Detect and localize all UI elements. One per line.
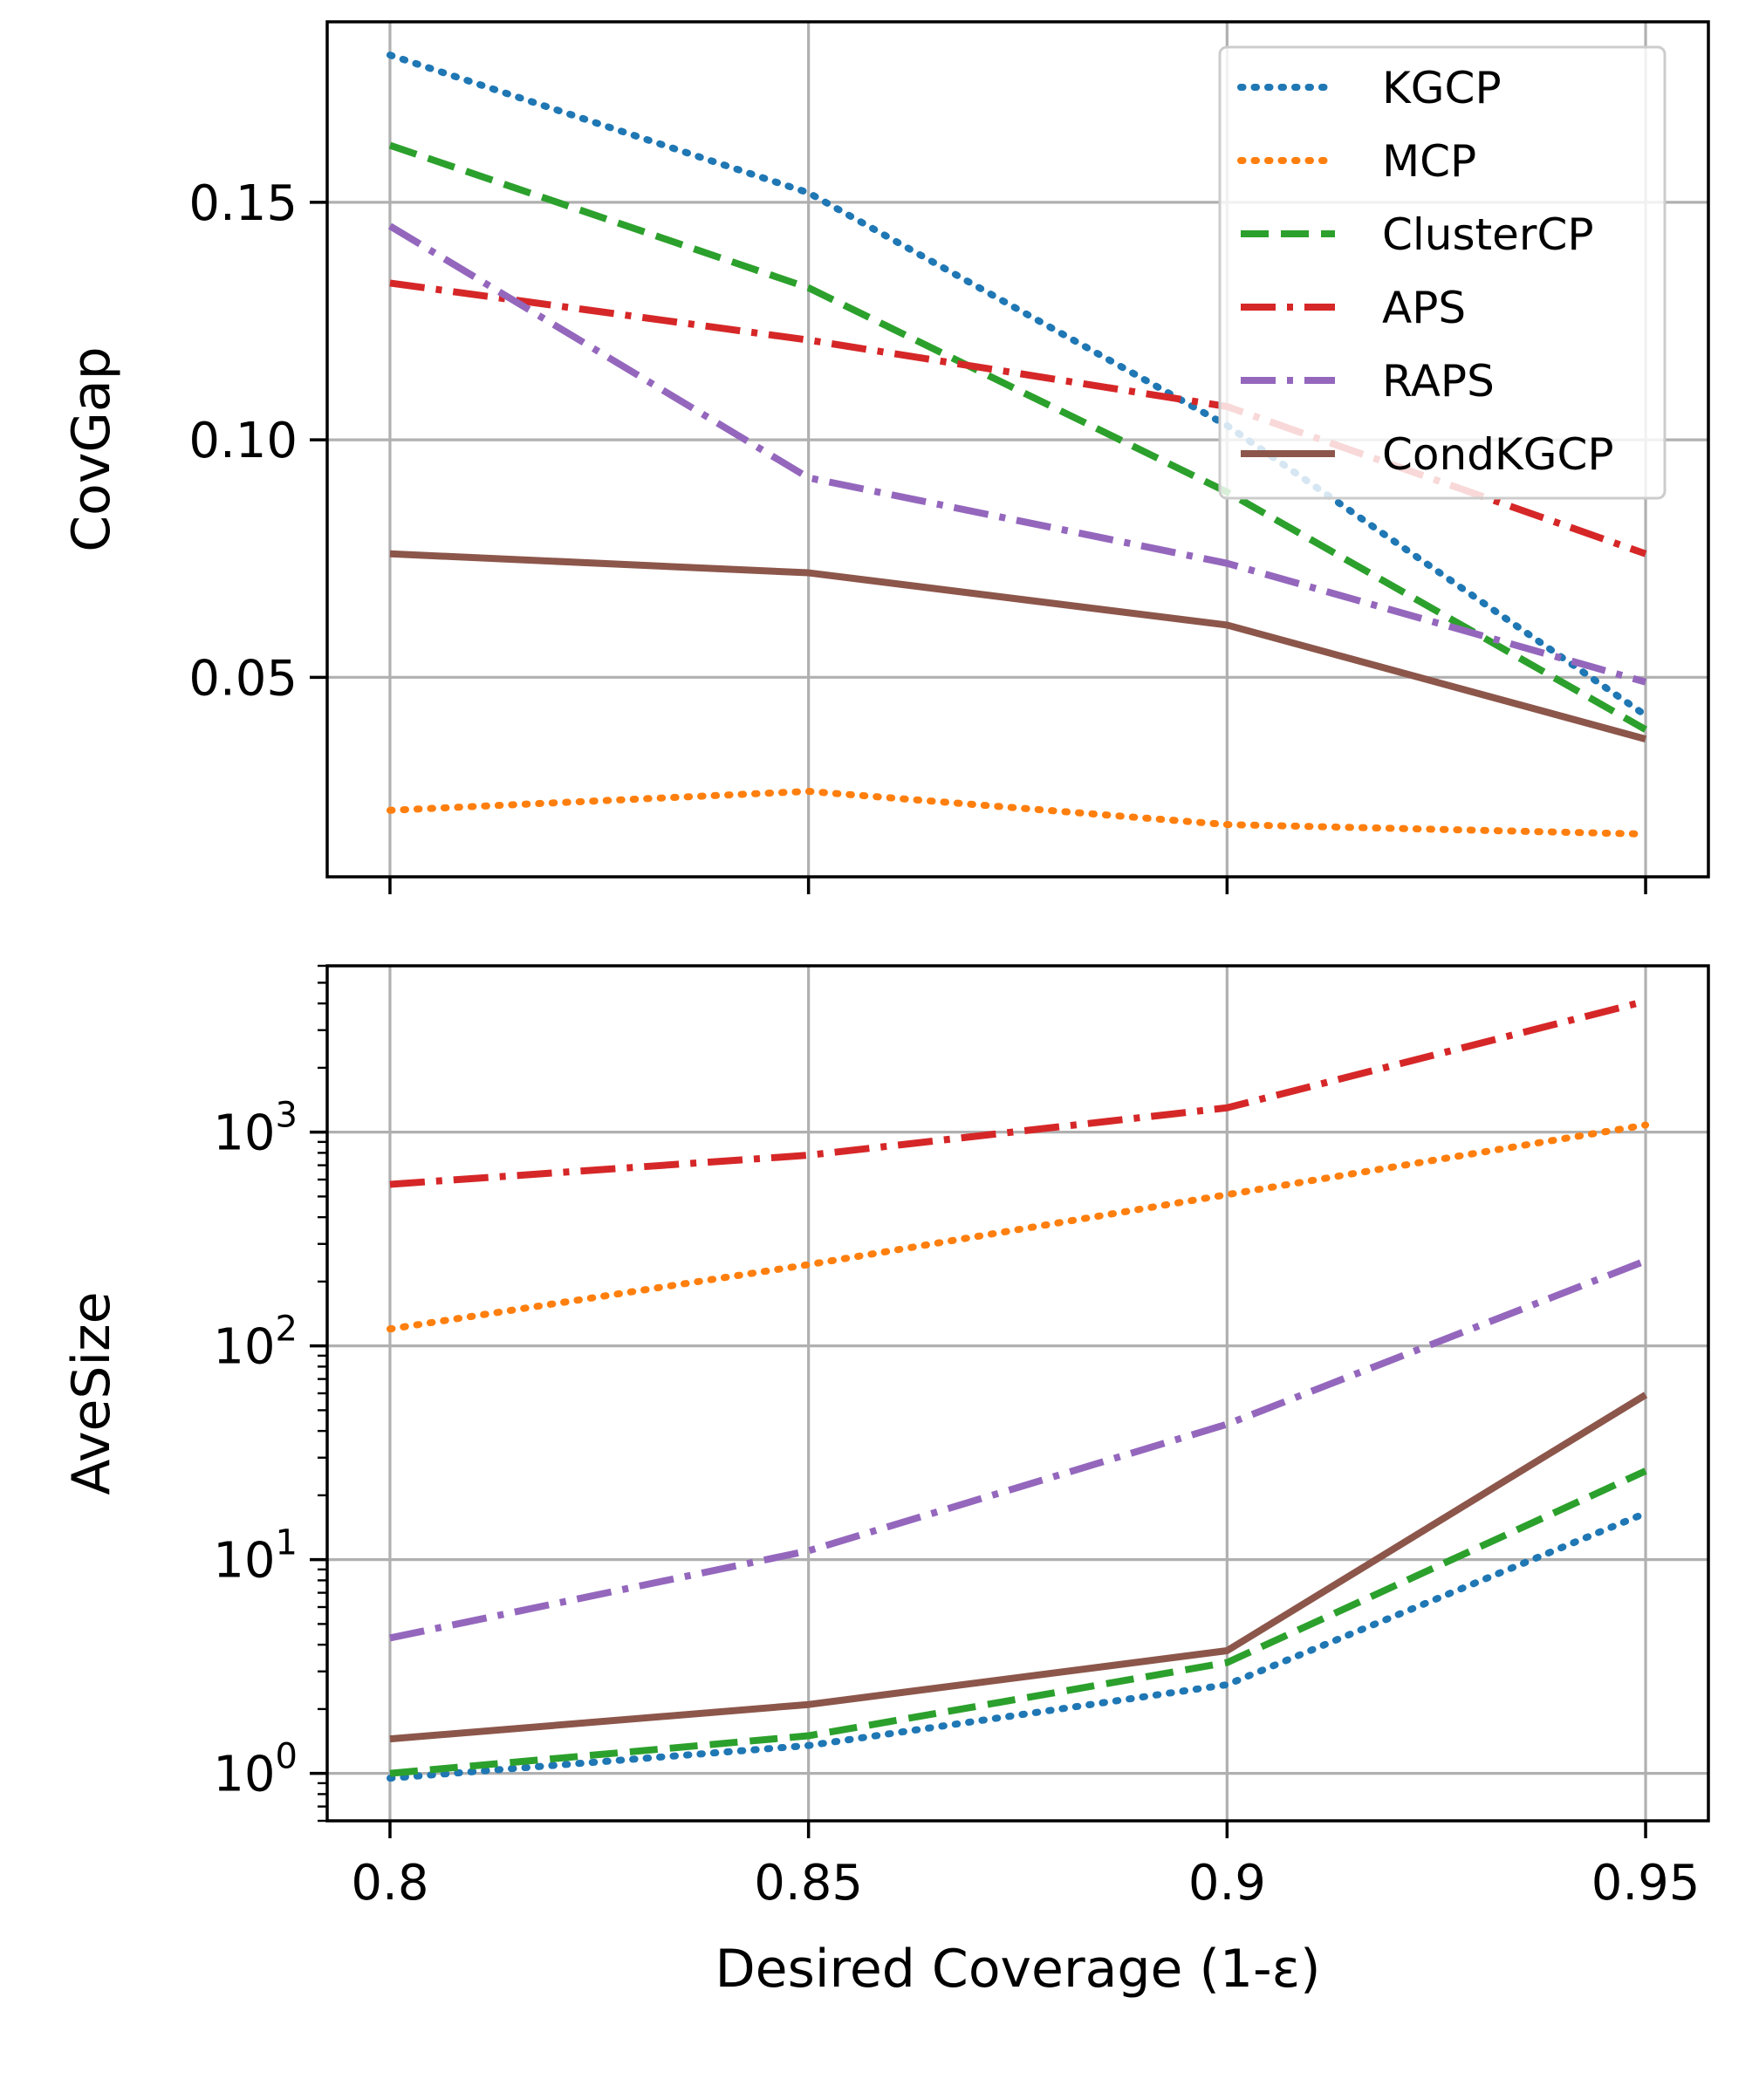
- y-tick-exponent: 1: [276, 1523, 298, 1563]
- y-tick-base: 10: [213, 1105, 275, 1162]
- series-line-clustercp: [388, 141, 1648, 733]
- covgap-panel: 0.05 0.10 0.15 CovGap KGCP MCP ClusterCP APS RAP…: [61, 20, 1710, 894]
- y-axis-label: AveSize: [61, 1291, 122, 1495]
- legend-box: [1218, 45, 1667, 500]
- x-ticks: [388, 877, 1647, 894]
- y-tick-label: 0.05: [188, 650, 298, 707]
- y-tick-label: 100: [213, 1737, 298, 1803]
- y-tick-base: 10: [213, 1533, 275, 1590]
- y-axis-label: CovGap: [61, 346, 122, 551]
- x-tick-label: 0.9: [1188, 1855, 1266, 1912]
- y-minor-ticks: [318, 964, 327, 1823]
- y-ticks: 0.05 0.10 0.15: [188, 175, 327, 707]
- legend-label-mcp: MCP: [1382, 136, 1476, 187]
- y-tick-base: 10: [213, 1747, 275, 1803]
- plot-frame: [325, 964, 1710, 1823]
- y-tick-base: 10: [213, 1319, 275, 1376]
- series-line-mcp: [386, 1121, 1650, 1333]
- legend: KGCP MCP ClusterCP APS RAPS CondKGCP: [1218, 45, 1667, 500]
- series-line-kgcp: [386, 1509, 1650, 1782]
- legend-label-aps: APS: [1382, 283, 1466, 333]
- series-line-kgcp: [386, 51, 1650, 719]
- series-line-raps: [387, 222, 1647, 686]
- y-tick-label: 0.10: [188, 413, 298, 469]
- series-lines: [386, 997, 1650, 1782]
- series-line-raps: [389, 1257, 1647, 1642]
- legend-label-kgcp: KGCP: [1382, 63, 1502, 113]
- series-line-aps: [389, 997, 1647, 1188]
- series-line-condkgcp: [389, 1392, 1648, 1743]
- x-ticks: 0.8 0.85 0.9 0.95: [351, 1821, 1700, 1912]
- gridlines: [327, 966, 1708, 1821]
- x-tick-label: 0.85: [754, 1855, 863, 1912]
- y-tick-label: 0.15: [188, 175, 298, 232]
- x-tick-label: 0.95: [1591, 1855, 1701, 1912]
- legend-label-clustercp: ClusterCP: [1382, 209, 1594, 260]
- legend-label-condkgcp: CondKGCP: [1382, 429, 1614, 480]
- y-tick-label: 103: [213, 1096, 298, 1162]
- avesize-panel: 0.8 0.85 0.9 0.95100101102103AveSizeDesired…: [61, 964, 1710, 2000]
- x-tick-label: 0.8: [351, 1855, 428, 1912]
- series-line-clustercp: [389, 1467, 1647, 1777]
- plot-frame: [325, 20, 1710, 879]
- y-tick-exponent: 2: [276, 1310, 298, 1350]
- series-line-condkgcp: [389, 550, 1647, 742]
- y-tick-exponent: 3: [276, 1096, 298, 1136]
- y-tick-exponent: 0: [276, 1737, 298, 1777]
- y-tick-label: 101: [213, 1523, 298, 1590]
- x-axis-label: Desired Coverage (1-ε): [715, 1939, 1320, 2000]
- legend-label-raps: RAPS: [1382, 356, 1495, 407]
- y-tick-label: 102: [213, 1310, 298, 1376]
- series-line-mcp: [386, 788, 1650, 838]
